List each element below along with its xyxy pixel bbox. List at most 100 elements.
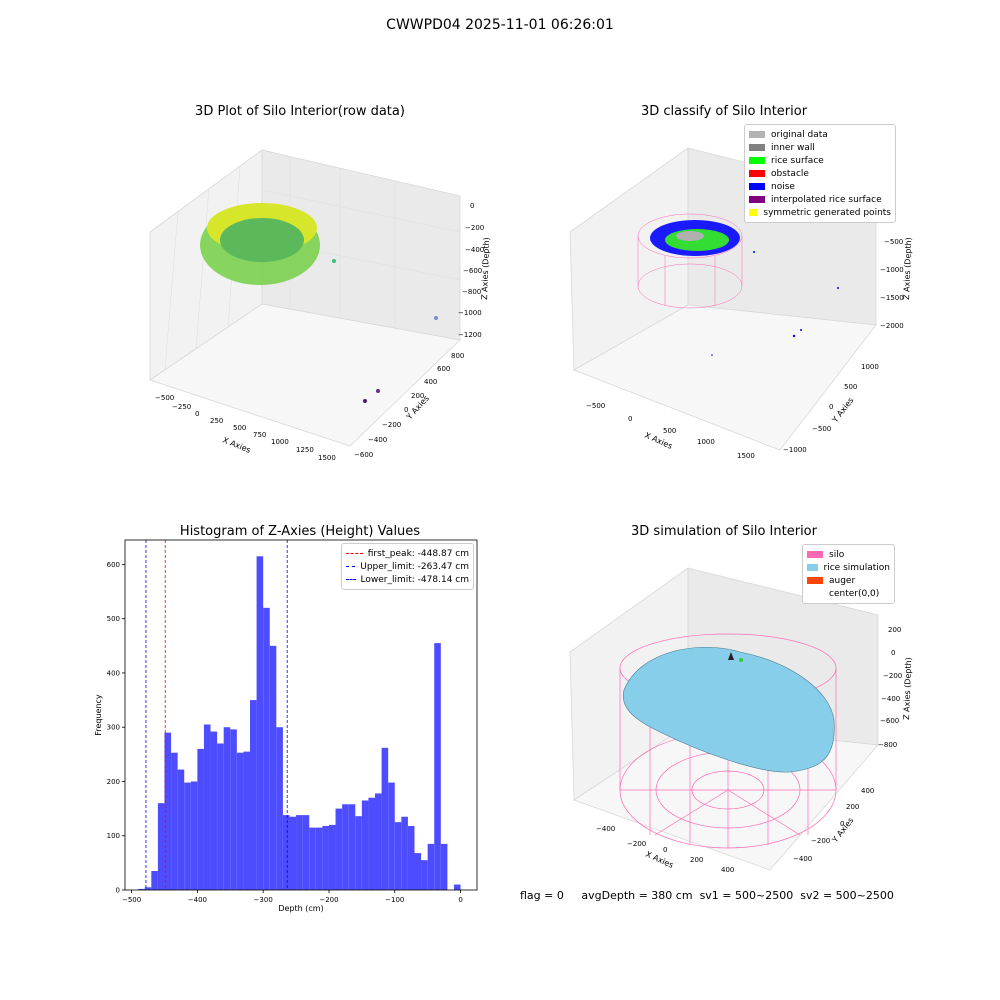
raw-xtick: 1250 xyxy=(296,446,314,454)
histogram-ytick-label: 100 xyxy=(107,832,120,840)
sim-ztick: −200 xyxy=(883,672,902,680)
classify-noise-outlier xyxy=(792,334,796,338)
raw-ytick: 800 xyxy=(451,352,464,360)
raw-ytick: −400 xyxy=(368,436,387,444)
legend-label: center(0,0) xyxy=(829,588,880,599)
classify-original-points xyxy=(676,231,704,241)
legend-entry: first_peak: -448.87 cm xyxy=(346,547,469,560)
raw-xtick: −500 xyxy=(155,394,174,402)
legend-swatch xyxy=(807,564,818,571)
raw-xtick: 750 xyxy=(253,431,266,439)
histogram-bar xyxy=(171,752,178,890)
histogram-ytick-label: 600 xyxy=(107,561,120,569)
raw-ztick: −200 xyxy=(465,224,484,232)
simulation-legend: silo rice simulation auger center(0,0) xyxy=(802,544,895,604)
classify-noise-outlier xyxy=(837,287,839,289)
classify-noise-outlier xyxy=(800,329,802,331)
histogram-bar xyxy=(328,824,336,890)
legend-line xyxy=(346,579,356,580)
histogram-xtick-label: −300 xyxy=(254,896,273,904)
legend-entry: center(0,0) xyxy=(807,587,890,600)
sim-xtick: −200 xyxy=(627,840,646,848)
sim-ytick: 400 xyxy=(861,787,874,795)
sim-xtick: 200 xyxy=(690,856,703,864)
histogram-xtick-label: −500 xyxy=(122,896,141,904)
histogram-bar xyxy=(144,887,152,890)
raw-ytick: 0 xyxy=(404,406,408,414)
legend-label: noise xyxy=(771,181,795,192)
histogram-axes-frame xyxy=(124,539,478,891)
raw-ytick: 600 xyxy=(437,365,450,373)
classify-silo-wireframe xyxy=(637,213,743,309)
legend-label: inner wall xyxy=(771,142,815,153)
histogram-bar xyxy=(250,700,257,890)
legend-entry: obstacle xyxy=(749,167,891,180)
legend-swatch xyxy=(749,183,765,190)
histogram-bar xyxy=(335,808,343,890)
legend-label: rice surface xyxy=(771,155,824,166)
legend-label: auger xyxy=(829,575,856,586)
histogram-bar xyxy=(296,815,303,890)
raw-ytick: −600 xyxy=(354,451,373,459)
classify-noise-points xyxy=(650,220,740,256)
raw-xtick: 250 xyxy=(210,417,223,425)
classify-zlabel: Z Axies (Depth) xyxy=(902,237,913,300)
legend-entry: rice surface xyxy=(749,154,891,167)
sim-ztick: 0 xyxy=(891,649,895,657)
histogram-ytick-label: 200 xyxy=(107,778,120,786)
classify-legend: original data inner wall rice surface ob… xyxy=(744,124,896,223)
legend-swatch xyxy=(807,590,823,597)
histogram-bar xyxy=(434,643,441,890)
classify-ytick: −500 xyxy=(812,425,831,433)
sim-xlabel: X Axies xyxy=(644,850,675,870)
histogram-title: Histogram of Z-Axies (Height) Values xyxy=(179,524,421,539)
raw-zlabel: Z Axies (Depth) xyxy=(480,237,491,300)
classify-xtick: 1000 xyxy=(697,438,715,446)
sim-ytick: −400 xyxy=(793,855,812,863)
sim-ytick: 200 xyxy=(846,803,859,811)
histogram-bar xyxy=(322,825,329,890)
classify-ytick: 1000 xyxy=(861,363,879,371)
histogram-bar xyxy=(203,724,211,890)
histogram-bar xyxy=(177,769,185,890)
sim-zlabel: Z Axies (Depth) xyxy=(902,657,913,720)
classify-noise-outlier xyxy=(711,354,713,356)
histogram-bar xyxy=(210,731,218,890)
legend-label: Upper_limit: -263.47 cm xyxy=(360,561,469,572)
histogram-xtick-label: −200 xyxy=(319,896,338,904)
histogram-bar xyxy=(355,816,362,890)
classify-ylabel: Y Axies xyxy=(830,396,856,425)
classify-ztick: −1500 xyxy=(880,294,904,302)
raw-outlier-point xyxy=(332,259,336,263)
histogram-bar xyxy=(394,822,402,890)
histogram-bar xyxy=(342,804,349,890)
raw-xlabel: X Axies xyxy=(221,436,252,455)
legend-entry: Lower_limit: -478.14 cm xyxy=(346,573,469,586)
histogram-bar xyxy=(243,751,251,890)
histogram-bar xyxy=(414,853,422,890)
legend-line xyxy=(346,553,363,554)
raw-ztick: −1200 xyxy=(458,331,482,339)
simulation-center-marker xyxy=(728,652,734,660)
legend-label: interpolated rice surface xyxy=(771,194,882,205)
histogram-bar xyxy=(151,871,158,890)
histogram-bar xyxy=(236,752,244,890)
raw-ztick: −1000 xyxy=(458,309,482,317)
classify-ztick: −500 xyxy=(884,238,903,246)
raw-ytick: 400 xyxy=(424,378,437,386)
raw-point-cloud xyxy=(200,205,320,285)
histogram-bar xyxy=(381,747,389,890)
histogram-bar xyxy=(421,860,428,890)
raw-ztick: −600 xyxy=(463,267,482,275)
histogram-bar xyxy=(388,782,395,890)
legend-entry: noise xyxy=(749,180,891,193)
histogram-bar xyxy=(230,729,237,890)
sim-xtick: 0 xyxy=(663,846,667,854)
histogram-bar xyxy=(427,843,435,890)
simulation-3d-box xyxy=(569,567,879,871)
histogram-bar xyxy=(309,827,316,890)
histogram-xtick-label: 0 xyxy=(458,896,462,904)
flag-text: flag = 0 xyxy=(520,889,564,902)
raw-outlier-point xyxy=(376,389,380,393)
legend-swatch xyxy=(749,131,765,138)
